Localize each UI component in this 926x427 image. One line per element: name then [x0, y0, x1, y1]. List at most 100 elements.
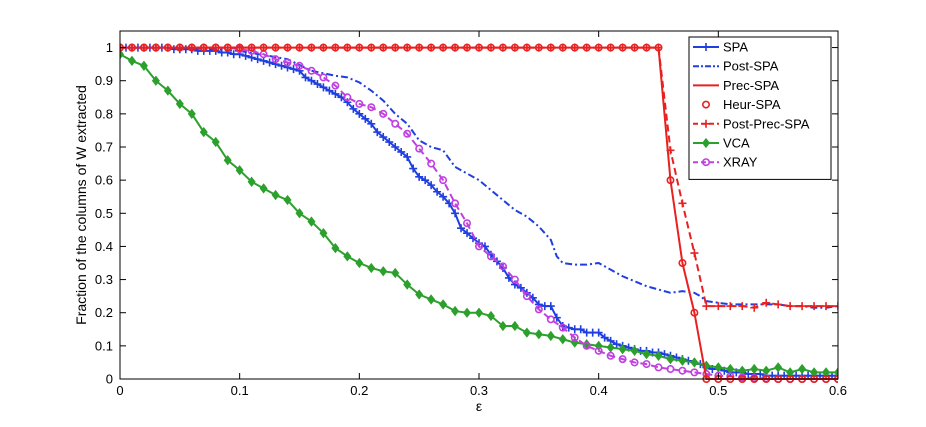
data-point-vca — [822, 367, 831, 378]
data-point-spa — [355, 109, 364, 118]
legend-item-vca: VCA — [693, 136, 750, 151]
legend-marker-heur-spa — [701, 100, 710, 109]
data-point-spa — [439, 192, 448, 201]
data-point-vca — [439, 299, 448, 310]
data-point-vca — [486, 310, 495, 322]
axis-ticks: 0 0.1 0.2 0.3 0.4 0.5 0.6 0 0.1 0.2 0.3 0.4 0.5 0.6 0.… — [95, 31, 847, 398]
data-point-vca — [319, 228, 328, 239]
data-point-spa — [403, 152, 412, 161]
data-point-xray — [690, 368, 699, 377]
data-point-post-prec-spa — [271, 43, 280, 52]
data-point-post-prec-spa — [774, 300, 783, 309]
data-point-spa — [409, 164, 418, 173]
data-point-vca — [331, 242, 340, 254]
data-point-vca — [690, 357, 699, 368]
legend-item-post-prec-spa: Post-Prec-SPA — [693, 116, 810, 131]
data-point-post-prec-spa — [690, 249, 699, 258]
data-point-post-prec-spa — [343, 43, 352, 52]
data-point-post-prec-spa — [834, 302, 838, 311]
data-point-post-prec-spa — [283, 43, 292, 52]
x-axis-label: ε — [476, 398, 482, 414]
data-point-xray — [319, 73, 328, 82]
data-point-spa — [319, 83, 328, 92]
data-point-xray — [582, 341, 591, 350]
legend-item-prec-spa: Prec-SPA — [693, 78, 779, 93]
data-point-vca — [618, 344, 627, 355]
data-point-post-prec-spa — [391, 43, 400, 52]
data-point-xray — [367, 103, 376, 112]
data-point-post-prec-spa — [810, 302, 819, 311]
data-point-spa — [433, 187, 442, 196]
data-point-xray — [522, 292, 531, 301]
data-point-xray — [343, 93, 352, 102]
data-point-vca — [259, 183, 268, 194]
data-point-xray — [570, 333, 579, 342]
data-point-spa — [313, 80, 322, 89]
data-point-post-prec-spa — [331, 43, 340, 52]
data-point-vca — [522, 327, 531, 338]
data-point-post-prec-spa — [199, 43, 208, 52]
x-tick-label: 0.4 — [590, 383, 608, 398]
legend-label-prec-spa: Prec-SPA — [723, 78, 779, 93]
data-point-vca — [283, 194, 292, 206]
series-vca — [120, 49, 838, 378]
y-tick-label: 0.8 — [95, 106, 113, 121]
data-point-post-prec-spa — [570, 43, 579, 52]
data-point-vca — [510, 320, 519, 332]
data-point-vca — [403, 279, 412, 290]
y-tick-label: 0.3 — [95, 272, 113, 287]
data-point-spa — [265, 58, 274, 67]
data-point-vca — [558, 334, 567, 345]
data-point-spa — [301, 73, 310, 82]
series-line-post-spa — [120, 46, 838, 309]
data-point-spa — [427, 181, 436, 190]
data-point-post-prec-spa — [403, 43, 412, 52]
data-point-post-prec-spa — [187, 43, 196, 52]
data-point-post-prec-spa — [546, 43, 555, 52]
data-point-post-prec-spa — [702, 302, 711, 311]
data-point-spa — [421, 176, 430, 185]
data-point-vca — [175, 98, 184, 110]
data-point-spa — [277, 61, 286, 70]
x-tick-label: 0 — [116, 383, 123, 398]
data-point-vca — [463, 307, 472, 318]
data-point-post-prec-spa — [175, 43, 184, 52]
data-point-spa — [612, 340, 621, 349]
data-point-vca — [295, 208, 304, 219]
data-point-spa — [463, 229, 472, 238]
data-point-vca — [810, 367, 819, 378]
data-point-post-prec-spa — [427, 43, 436, 52]
data-point-vca — [391, 267, 400, 279]
data-point-vca — [798, 363, 807, 375]
data-point-xray — [415, 144, 424, 153]
x-tick-label: 0.6 — [829, 383, 847, 398]
data-point-post-prec-spa — [798, 302, 807, 311]
data-point-xray — [642, 360, 651, 369]
data-point-vca — [750, 363, 759, 375]
data-point-vca — [367, 262, 376, 274]
y-tick-label: 0.4 — [95, 239, 113, 254]
data-point-xray — [606, 351, 615, 360]
data-point-xray — [510, 275, 519, 284]
data-point-post-prec-spa — [319, 43, 328, 52]
data-point-xray — [534, 305, 543, 314]
x-tick-label: 0.5 — [709, 383, 727, 398]
y-tick-label: 0.6 — [95, 173, 113, 188]
data-point-spa — [385, 138, 394, 147]
legend-marker-xray — [701, 158, 710, 167]
data-point-vca — [223, 155, 232, 166]
data-point-post-prec-spa — [594, 43, 603, 52]
data-point-post-prec-spa — [498, 43, 507, 52]
data-point-xray — [474, 242, 483, 251]
legend-marker-spa — [702, 43, 710, 51]
data-point-spa — [289, 65, 298, 74]
data-point-spa — [241, 51, 250, 60]
data-point-vca — [199, 126, 208, 138]
legend-marker-post-prec-spa — [702, 119, 710, 128]
data-point-post-prec-spa — [486, 43, 495, 52]
data-point-xray — [331, 81, 340, 90]
data-point-spa — [451, 209, 460, 218]
data-point-heur-spa — [666, 176, 675, 185]
data-point-vca — [451, 305, 460, 317]
